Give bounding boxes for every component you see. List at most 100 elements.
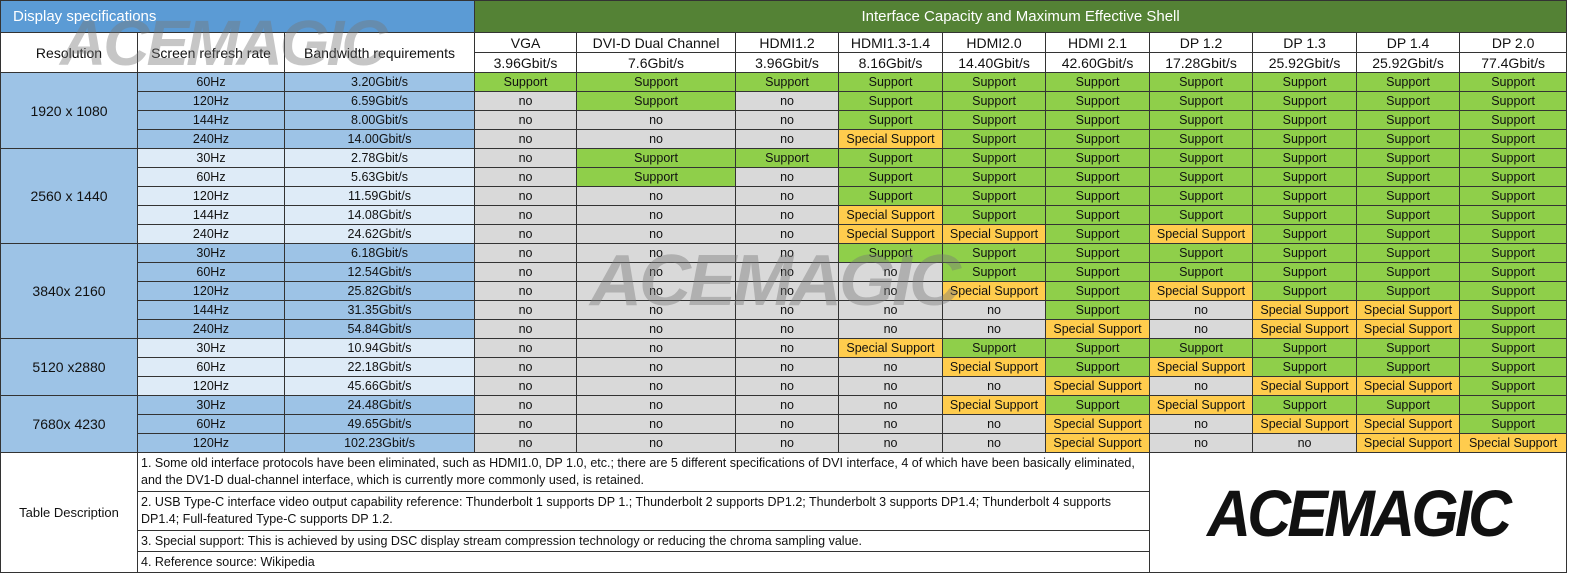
support-status-cell: Support bbox=[1356, 148, 1461, 168]
table-row: 60Hz 12.54Gbit/s no no no no Support Support Sup… bbox=[1, 262, 1568, 282]
support-status-cell: Support bbox=[1252, 338, 1358, 358]
support-status-cell: Support bbox=[942, 110, 1047, 130]
support-status-cell: no bbox=[576, 110, 737, 130]
support-status-cell: no bbox=[838, 319, 944, 339]
refresh-rate-cell: 60Hz bbox=[137, 72, 285, 92]
table-row: 240Hz 14.00Gbit/s no no no Special Support Sup… bbox=[1, 129, 1568, 149]
support-status-cell: Support bbox=[1356, 129, 1461, 149]
col-header-refresh-rate: Screen refresh rate bbox=[137, 32, 285, 73]
support-status-cell: no bbox=[576, 262, 737, 282]
support-status-cell: Support bbox=[576, 72, 737, 92]
refresh-rate-cell: 120Hz bbox=[137, 376, 285, 396]
support-status-cell: no bbox=[576, 186, 737, 206]
support-status-cell: Support bbox=[942, 91, 1047, 111]
support-status-cell: no bbox=[735, 281, 840, 301]
support-status-cell: Support bbox=[1045, 129, 1151, 149]
support-status-cell: Support bbox=[1459, 91, 1568, 111]
refresh-rate-cell: 60Hz bbox=[137, 262, 285, 282]
interface-name-header: HDMI2.0 bbox=[942, 32, 1047, 53]
support-status-cell: Special Support bbox=[1252, 376, 1358, 396]
interface-capacity-value: 17.28Gbit/s bbox=[1149, 52, 1254, 73]
support-status-cell: Support bbox=[1045, 91, 1151, 111]
support-status-cell: Special Support bbox=[1459, 433, 1568, 453]
refresh-rate-cell: 60Hz bbox=[137, 414, 285, 434]
bandwidth-cell: 11.59Gbit/s bbox=[283, 186, 476, 206]
support-status-cell: Support bbox=[1045, 300, 1151, 320]
support-status-cell: Support bbox=[942, 186, 1047, 206]
note-2: 2. USB Type-C interface video output cap… bbox=[136, 491, 1151, 531]
interface-name-header: DP 1.3 bbox=[1252, 32, 1358, 53]
support-status-cell: no bbox=[735, 300, 840, 320]
support-status-cell: Support bbox=[942, 262, 1047, 282]
table-row: 60Hz 5.63Gbit/s no Support no Support Support S… bbox=[1, 167, 1568, 187]
interface-name-header: DP 2.0 bbox=[1459, 32, 1568, 53]
support-status-cell: no bbox=[735, 186, 840, 206]
support-status-cell: Support bbox=[1252, 357, 1358, 377]
interface-name-header: HDMI 2.1 bbox=[1045, 32, 1151, 53]
support-status-cell: Special Support bbox=[1252, 414, 1358, 434]
interface-name-header: DVI-D Dual Channel bbox=[576, 32, 737, 53]
table-row: 120Hz 102.23Gbit/s no no no no no Special Suppo… bbox=[1, 433, 1568, 453]
refresh-rate-cell: 120Hz bbox=[137, 186, 285, 206]
support-status-cell: Special Support bbox=[1252, 300, 1358, 320]
bandwidth-cell: 24.62Gbit/s bbox=[283, 224, 476, 244]
refresh-rate-cell: 240Hz bbox=[137, 224, 285, 244]
support-status-cell: Special Support bbox=[838, 205, 944, 225]
support-status-cell: no bbox=[1149, 414, 1254, 434]
support-status-cell: Support bbox=[1459, 148, 1568, 168]
support-status-cell: Support bbox=[838, 148, 944, 168]
table-row: 60Hz 22.18Gbit/s no no no no Special Support Su… bbox=[1, 357, 1568, 377]
support-status-cell: Support bbox=[1459, 129, 1568, 149]
support-status-cell: Special Support bbox=[942, 281, 1047, 301]
support-status-cell: Support bbox=[1045, 205, 1151, 225]
table-row: 120Hz 6.59Gbit/s no Support no Support Support… bbox=[1, 91, 1568, 111]
support-status-cell: no bbox=[474, 205, 578, 225]
support-status-cell: no bbox=[474, 91, 578, 111]
support-status-cell: Support bbox=[1459, 300, 1568, 320]
support-status-cell: no bbox=[735, 376, 840, 396]
support-status-cell: Special Support bbox=[1045, 376, 1151, 396]
support-status-cell: Support bbox=[1252, 243, 1358, 263]
table-row: 120Hz 11.59Gbit/s no no no Support Support Supp… bbox=[1, 186, 1568, 206]
interface-capacity-value: 25.92Gbit/s bbox=[1356, 52, 1461, 73]
support-status-cell: Special Support bbox=[1045, 433, 1151, 453]
support-status-cell: Support bbox=[1356, 205, 1461, 225]
support-status-cell: no bbox=[474, 186, 578, 206]
support-status-cell: no bbox=[735, 205, 840, 225]
support-status-cell: Special Support bbox=[1356, 300, 1461, 320]
bandwidth-cell: 14.00Gbit/s bbox=[283, 129, 476, 149]
interface-name-header: VGA bbox=[474, 32, 578, 53]
note-4: 4. Reference source: Wikipedia bbox=[136, 551, 1151, 573]
refresh-rate-cell: 30Hz bbox=[137, 338, 285, 358]
support-status-cell: no bbox=[576, 395, 737, 415]
support-status-cell: Support bbox=[1045, 357, 1151, 377]
support-status-cell: Support bbox=[1459, 262, 1568, 282]
support-status-cell: no bbox=[735, 433, 840, 453]
support-status-cell: Support bbox=[1045, 338, 1151, 358]
note-1: 1. Some old interface protocols have bee… bbox=[136, 452, 1151, 492]
support-status-cell: no bbox=[838, 262, 944, 282]
support-status-cell: no bbox=[838, 433, 944, 453]
support-status-cell: Support bbox=[1459, 110, 1568, 130]
support-status-cell: no bbox=[474, 414, 578, 434]
support-status-cell: Support bbox=[838, 167, 944, 187]
interface-capacity-value: 7.6Gbit/s bbox=[576, 52, 737, 73]
support-status-cell: no bbox=[1149, 376, 1254, 396]
support-status-cell: Support bbox=[1252, 205, 1358, 225]
support-status-cell: Special Support bbox=[1356, 414, 1461, 434]
refresh-rate-cell: 60Hz bbox=[137, 167, 285, 187]
support-status-cell: Support bbox=[1149, 205, 1254, 225]
table-row: 60Hz 49.65Gbit/s no no no no no Special Support… bbox=[1, 414, 1568, 434]
resolution-cell: 5120 x2880 bbox=[0, 338, 138, 396]
support-status-cell: Support bbox=[1149, 72, 1254, 92]
bandwidth-cell: 31.35Gbit/s bbox=[283, 300, 476, 320]
table-description-label: Table Description bbox=[0, 452, 138, 573]
table-row: 240Hz 24.62Gbit/s no no no Special Support Spe… bbox=[1, 224, 1568, 244]
support-status-cell: Support bbox=[1045, 243, 1151, 263]
support-status-cell: Support bbox=[1252, 395, 1358, 415]
interface-capacity-value: 77.4Gbit/s bbox=[1459, 52, 1568, 73]
interface-capacity-value: 3.96Gbit/s bbox=[735, 52, 840, 73]
support-status-cell: Support bbox=[1149, 148, 1254, 168]
support-status-cell: Support bbox=[1045, 167, 1151, 187]
